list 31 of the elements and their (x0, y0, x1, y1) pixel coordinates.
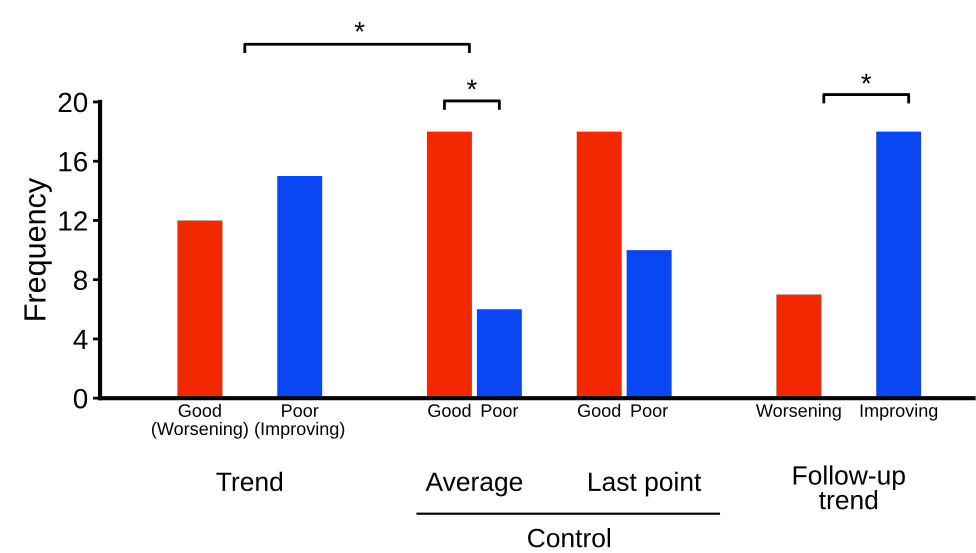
bar (426, 132, 472, 398)
text: * (861, 74, 872, 84)
bar (177, 220, 222, 398)
x-tick-label: Good (Worsening) (152, 404, 248, 439)
bar (476, 309, 522, 398)
x-tick-label: Improving (860, 404, 938, 421)
y-tick-label: 4 (73, 330, 88, 349)
x-tick-label: Poor (Improving) (255, 404, 344, 439)
text: Last point (589, 472, 702, 496)
bar (626, 250, 672, 398)
text: Control (528, 528, 610, 548)
bar (277, 176, 322, 398)
bar (776, 294, 822, 398)
x-tick-label: Poor (482, 404, 518, 417)
bar (876, 132, 922, 398)
y-axis-title: Frequency (24, 178, 52, 320)
x-tick-label: Poor (632, 404, 668, 417)
y-tick-label: 16 (59, 152, 88, 172)
x-tick-label: Good (428, 404, 470, 417)
text: * (354, 22, 365, 32)
y-tick-label: 8 (74, 270, 88, 290)
y-tick-label: 20 (58, 92, 88, 112)
text: Trend (216, 472, 282, 492)
y-tick-label: 0 (74, 388, 88, 408)
text: Follow-up trend (794, 465, 905, 510)
bar (576, 132, 622, 398)
text: * (466, 80, 477, 90)
x-tick-label: Worsening (756, 404, 841, 421)
x-tick-label: Good (578, 404, 620, 417)
y-tick-label: 12 (59, 211, 87, 231)
text: Average (426, 472, 522, 496)
